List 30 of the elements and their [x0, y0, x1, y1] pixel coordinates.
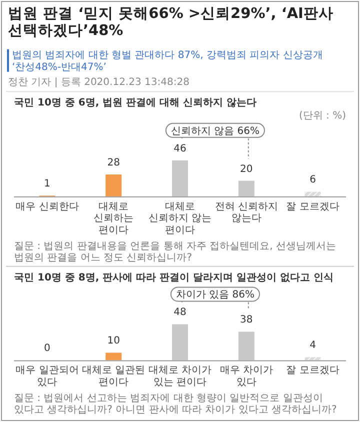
data-label: 28: [107, 158, 120, 169]
data-label: 6: [310, 174, 316, 186]
data-label: 1: [44, 178, 50, 190]
data-label: 20: [240, 164, 253, 175]
x-tick-label: 대체로 일관된 편이다: [82, 365, 146, 388]
text: 신뢰하지 않음 66%: [170, 126, 260, 137]
x-tick-label: 잘 모르겠다: [286, 365, 340, 376]
x-tick-label: 대체로 신뢰하는 편이다: [94, 201, 134, 236]
chart-title: 국민 10명 중 6명, 법원 판결에 대해 신뢰하지 않는다: [14, 98, 257, 109]
x-tick-label: 대체로 신뢰하지 않는 편이다: [148, 201, 212, 236]
text: 법원의 범죄자에 대한 형벌 관대하다 87%, 강력범죄 피의자 신상공개 ‘찬성48%-반대47%’: [12, 50, 323, 74]
data-label: 10: [107, 336, 120, 347]
data-label: 4: [310, 340, 316, 352]
data-label: 38: [240, 314, 253, 326]
data-label: 0: [44, 343, 50, 354]
x-tick-label: 전혀 신뢰하지 않는다: [214, 201, 278, 224]
text: 차이가 있음 86%: [176, 290, 254, 301]
text: (단위 : %): [298, 110, 346, 122]
data-label: 48: [174, 307, 186, 318]
x-tick-label: 매우 일관되어 있다: [16, 365, 79, 388]
x-tick-label: 대체로 차이가 있는 편이다: [148, 365, 212, 388]
text: 법원 판결 ‘믿지 못해66% >신뢰29%’, ‘AI판사 선택하겠다’48%: [8, 6, 334, 40]
text: 질문 : 법원의 판결내용을 언론을 통해 자주 접하실텐데요, 선생님께서는 법원의 판결을 어느 정도 신뢰하십니까?: [14, 240, 336, 264]
data-label: 46: [174, 143, 186, 154]
x-tick-label: 매우 차이가 있다: [220, 365, 273, 388]
x-tick-label: 매우 신뢰한다: [16, 201, 79, 212]
chart-title: 국민 10명 중 8명, 판사에 따라 판결이 달라지며 일관성이 없다고 인식: [14, 272, 334, 284]
text: 질문 : 법원에서 선고하는 범죄자에 대한 형량이 일반적으로 일관성이 있다고 생각하십니까? 아니면 판사에 따라 차이가 있다고 생각하십니까?: [14, 392, 337, 416]
text: 정찬 기자 | 등록 2020.12.23 13:48:28: [8, 76, 190, 88]
x-tick-label: 잘 모르겠다: [286, 201, 340, 212]
